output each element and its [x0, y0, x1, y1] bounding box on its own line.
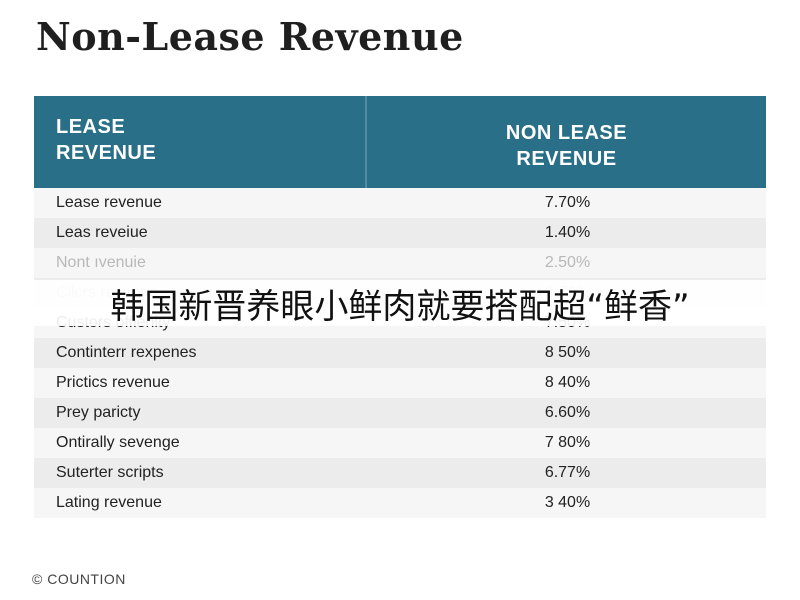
row-value: 7.70% — [544, 194, 591, 211]
row-value: 8 50% — [544, 344, 591, 361]
table-row: Lating revenue 3 40% — [34, 488, 766, 518]
table-header: LEASE REVENUE NON LEASE REVENUE — [34, 96, 766, 188]
table-body: Lease revenue 7.70% Leas reveiue 1.40% Nont … — [34, 188, 766, 518]
footer-copyright: © COUNTION — [32, 571, 126, 587]
table-row: Prictics revenue 8 40% — [34, 368, 766, 398]
row-value: 3 40% — [544, 494, 591, 511]
row-label: Prey paricty — [56, 404, 141, 421]
row-label: Nont ıvenuie — [56, 254, 146, 271]
row-label: Prictics revenue — [56, 374, 170, 391]
table-row: Nont ıvenuie 2.50% — [34, 248, 766, 278]
row-value: 7 80% — [544, 434, 591, 451]
row-value: 2.50% — [544, 254, 591, 271]
table-row: Leas reveiue 1.40% — [34, 218, 766, 248]
row-value: 6.60% — [544, 404, 591, 421]
row-label: Continterr rexpenes — [56, 344, 197, 361]
header-lease-revenue: LEASE REVENUE — [34, 96, 367, 188]
table-row: Suterter scripts 6.77% — [34, 458, 766, 488]
row-label: Lease revenue — [56, 194, 162, 211]
row-value: 6.77% — [544, 464, 591, 481]
page-title: Non-Lease Revenue — [36, 14, 464, 59]
table-row: Ontirally sevenge 7 80% — [34, 428, 766, 458]
row-label: Ontirally sevenge — [56, 434, 180, 451]
table-row: Prey paricty 6.60% — [34, 398, 766, 428]
row-value: 8 40% — [544, 374, 591, 391]
row-label: Suterter scripts — [56, 464, 164, 481]
table-row: Lease revenue 7.70% — [34, 188, 766, 218]
row-label: Leas reveiue — [56, 224, 148, 241]
header-non-lease-revenue: NON LEASE REVENUE — [505, 122, 628, 170]
row-value: 1.40% — [544, 224, 591, 241]
table-row: Continterr rexpenes 8 50% — [34, 338, 766, 368]
overlay-caption: 韩国新晋养眼小鲜肉就要搭配超“鲜香” — [0, 280, 800, 327]
row-label: Lating revenue — [56, 494, 162, 511]
